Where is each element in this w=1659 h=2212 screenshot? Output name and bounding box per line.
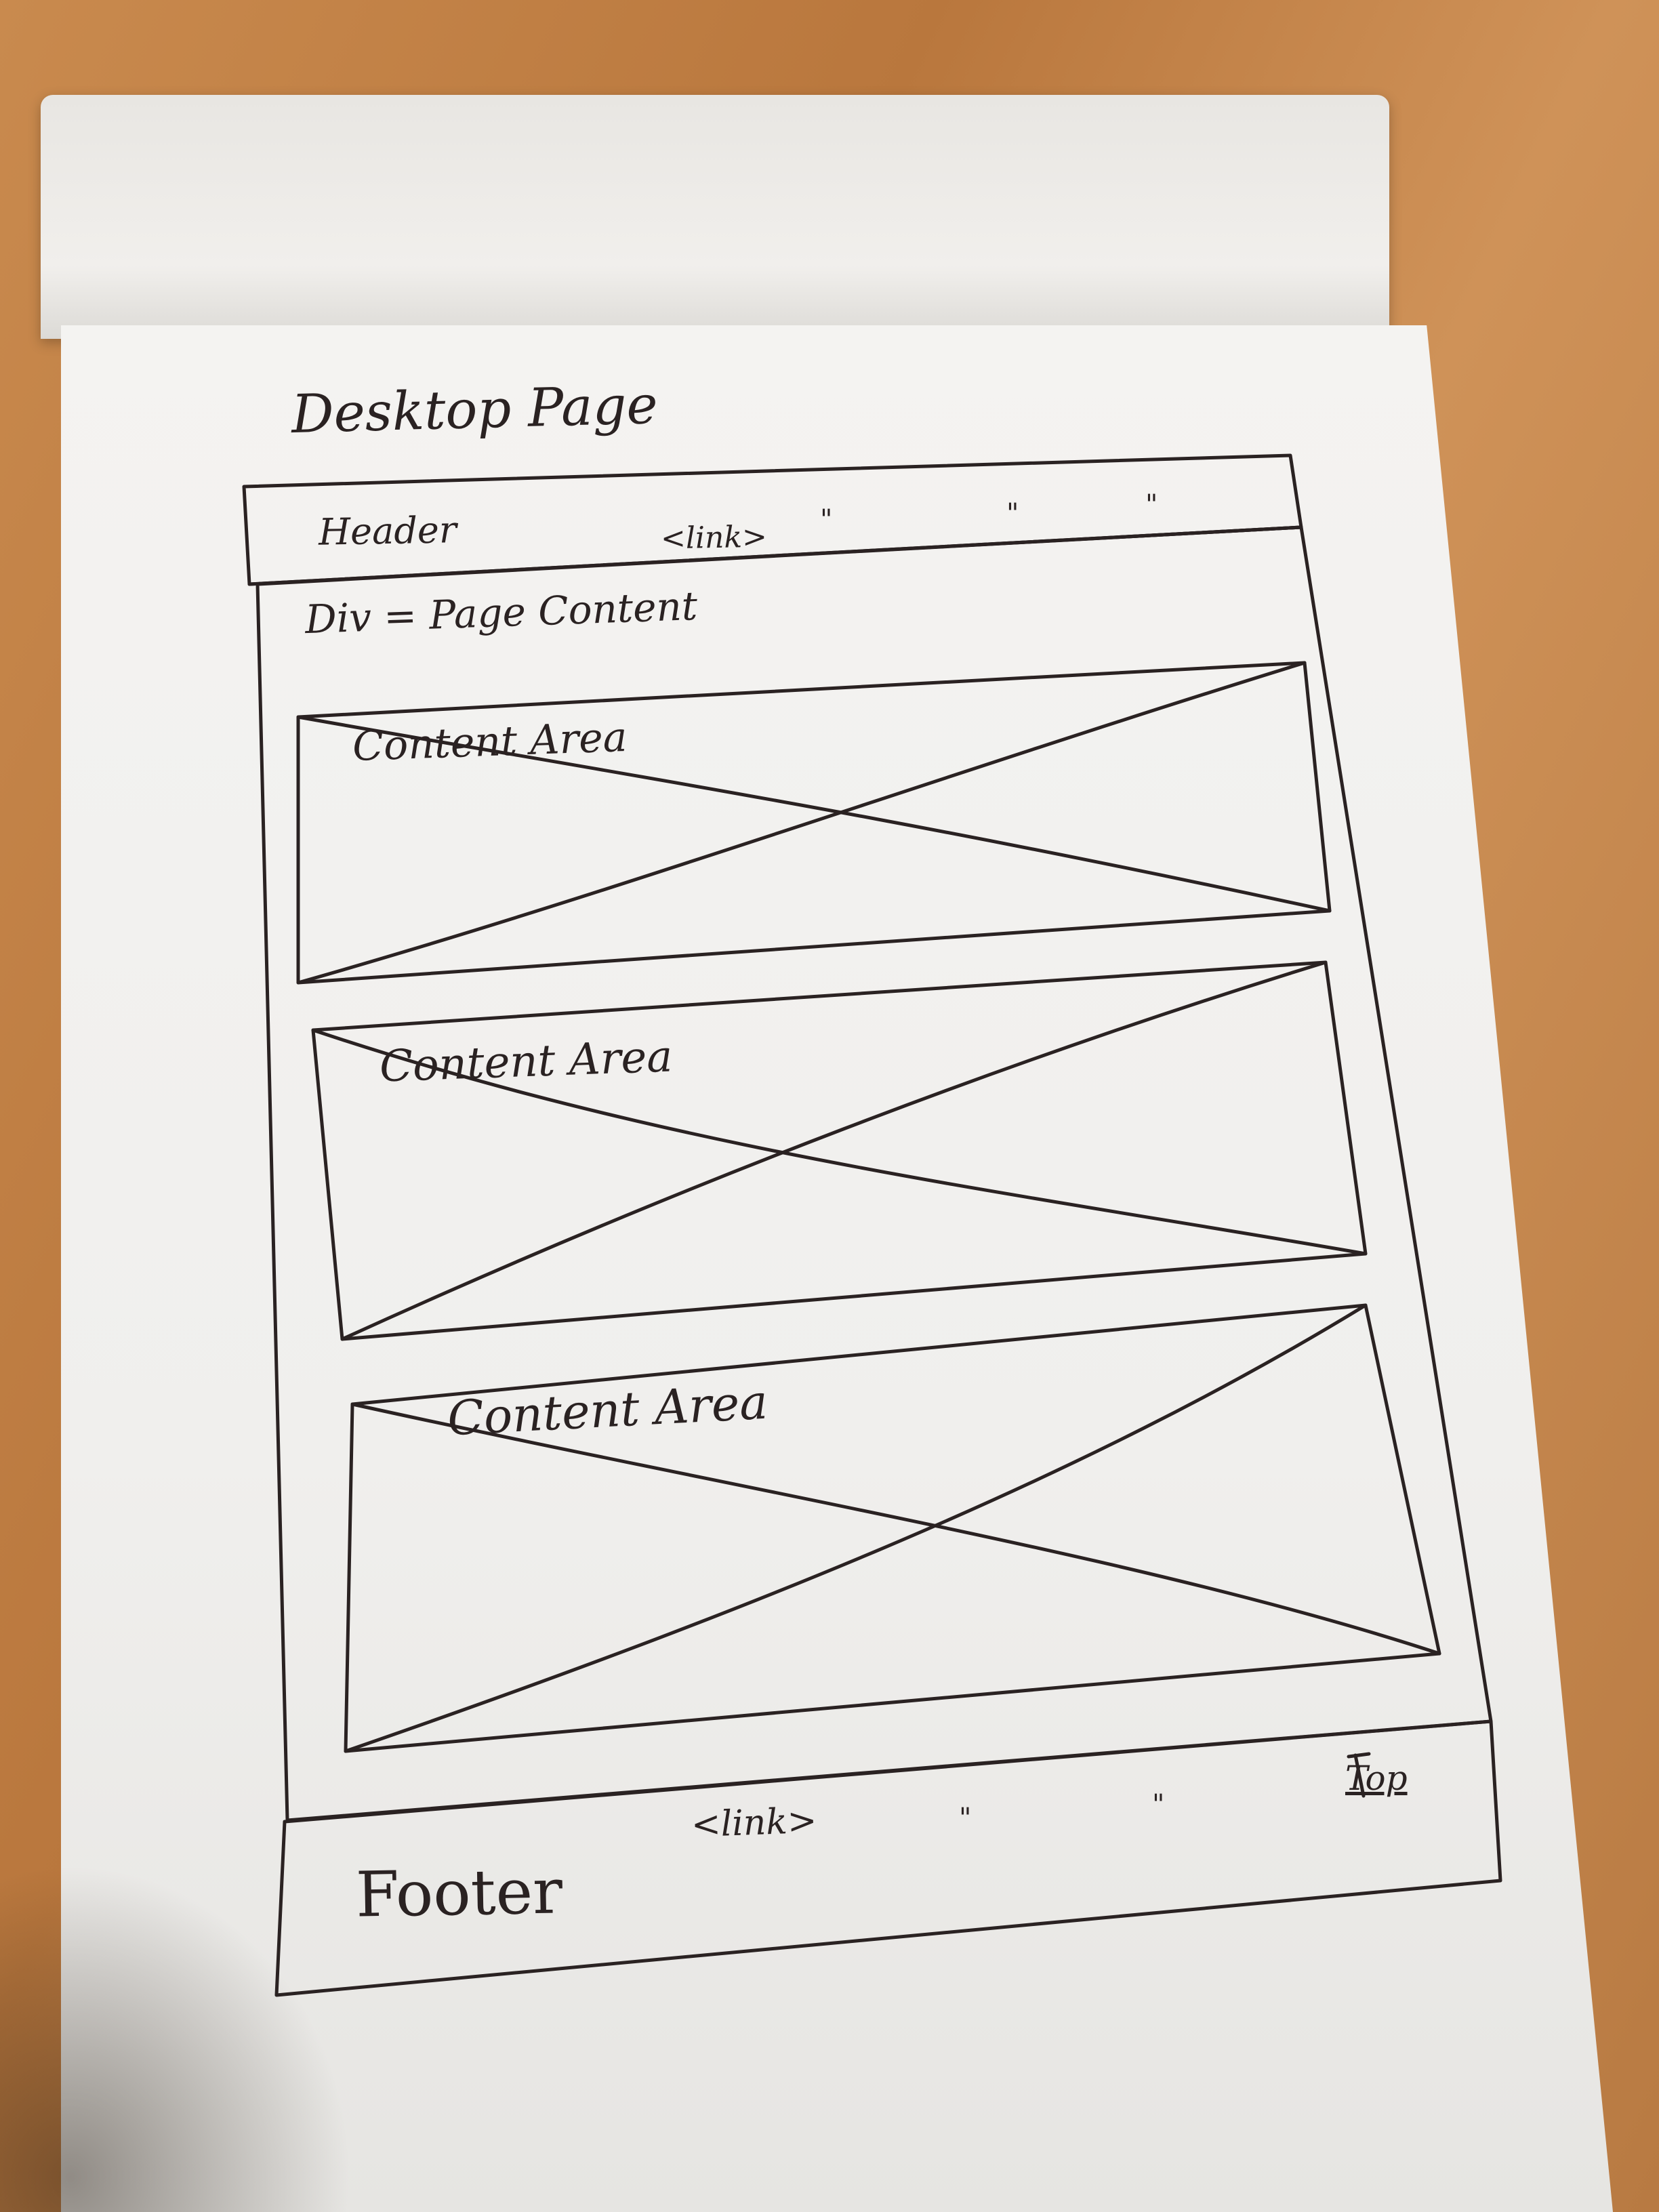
footer-box (274, 1719, 1502, 1997)
content-area-3-cross-b (344, 1303, 1368, 1753)
page-title: Desktop Page (290, 374, 659, 446)
content-area-1-cross-a (296, 715, 1332, 913)
header-link-label: <link> (660, 519, 768, 556)
footer-label: Footer (355, 1855, 563, 1931)
header-ditto-3: " (1145, 489, 1158, 520)
header-ditto-1: " (820, 504, 833, 535)
header-ditto-2: " (1006, 498, 1019, 529)
notepad-paper (61, 325, 1613, 2212)
notepad-back-page (41, 95, 1389, 339)
content-area-1-cross-b (296, 661, 1307, 985)
content-area-2-label: Content Area (378, 1031, 674, 1092)
content-area-3-box (344, 1303, 1441, 1753)
footer-ditto-1: " (959, 1803, 972, 1834)
header-label: Header (318, 508, 457, 554)
top-arrow (1347, 1752, 1371, 1798)
shadow (0, 1864, 352, 2212)
content-area-1-label: Content Area (351, 713, 628, 771)
footer-ditto-2: " (1152, 1789, 1165, 1820)
footer-link-label: <link> (691, 1800, 818, 1846)
content-area-2-cross-b (340, 960, 1328, 1341)
content-area-2-cross-a (311, 1028, 1368, 1256)
top-link-label: Top (1345, 1759, 1408, 1798)
